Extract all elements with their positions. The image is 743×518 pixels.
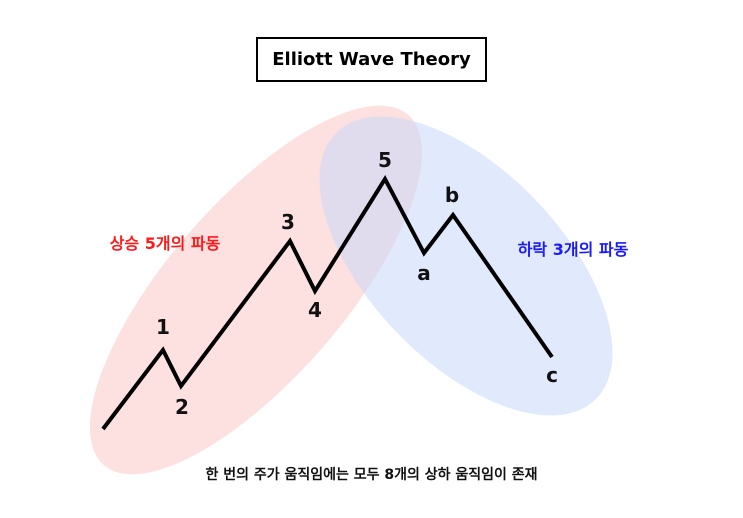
wave-label-3: 3 <box>281 210 295 234</box>
wave-label-5: 5 <box>378 148 392 172</box>
wave-label-1: 1 <box>156 315 170 339</box>
caption: 한 번의 주가 움직임에는 모두 8개의 상하 움직임이 존재 <box>205 467 538 483</box>
wave-label-c: c <box>546 363 558 387</box>
wave-label-b: b <box>444 183 460 207</box>
wave-label-a: a <box>417 261 431 285</box>
corrective-label: 하락 3개의 파동 <box>517 240 629 259</box>
impulse-label: 상승 5개의 파동 <box>109 234 221 253</box>
wave-label-2: 2 <box>175 395 189 419</box>
wave-label-4: 4 <box>308 298 322 322</box>
wave-line <box>101 174 554 431</box>
title-box: Elliott Wave Theory <box>256 37 487 82</box>
